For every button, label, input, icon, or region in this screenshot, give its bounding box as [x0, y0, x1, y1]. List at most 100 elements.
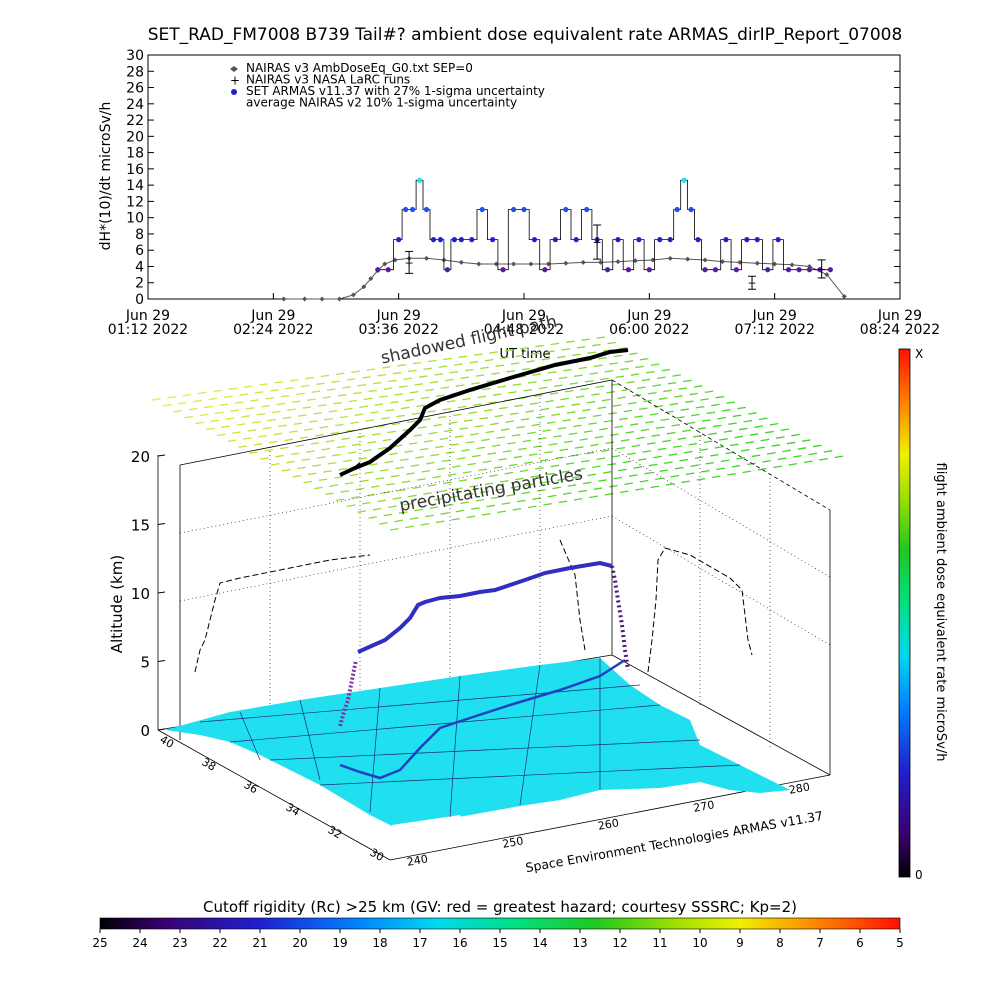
particle-dash: [634, 415, 643, 418]
particle-dash: [389, 452, 398, 456]
rigidity-tick-label: 6: [856, 936, 864, 950]
particle-dash: [243, 385, 253, 388]
particle-dash: [647, 442, 656, 445]
z-tick: [157, 454, 166, 457]
particle-dash: [308, 420, 318, 423]
particle-dash: [262, 426, 272, 430]
particle-dash: [454, 363, 463, 366]
particle-dash: [457, 405, 467, 409]
legend-label: NAIRAS v3 AmbDoseEq_G0.txt SEP=0: [246, 61, 473, 75]
particle-dash: [614, 425, 624, 429]
particle-dash: [473, 476, 483, 480]
particle-dash: [751, 454, 761, 458]
particle-dash: [285, 386, 294, 390]
particle-dash: [797, 447, 807, 450]
particle-dash: [527, 431, 536, 435]
particle-dash: [401, 480, 411, 484]
particle-dash: [505, 420, 514, 423]
particle-dash: [293, 422, 303, 425]
particle-dash: [730, 443, 739, 447]
particle-dash: [703, 440, 713, 444]
particle-dash: [594, 435, 604, 439]
particle-dash: [499, 406, 508, 410]
particle-dash: [151, 398, 161, 401]
particle-dash: [265, 396, 275, 400]
particle-dash: [731, 464, 741, 468]
particle-dash: [426, 461, 435, 465]
particle-dash: [438, 365, 448, 368]
particle-dash: [596, 457, 606, 461]
particle-dash: [551, 413, 560, 417]
particle-dash: [581, 338, 590, 341]
particle-dash: [436, 394, 445, 397]
particle-dash: [808, 452, 818, 456]
particle-dash: [502, 450, 512, 453]
longitude-tick-label: 250: [501, 834, 524, 850]
particle-dash: [608, 412, 617, 415]
particle-dash: [771, 444, 781, 447]
particle-dash: [578, 366, 588, 370]
rigidity-tick-label: 20: [292, 936, 307, 950]
armas-point: [695, 237, 701, 243]
particle-dash: [413, 434, 422, 437]
particle-dash: [491, 444, 501, 447]
particle-dash: [178, 401, 187, 405]
chart-title: SET_RAD_FM7008 B739 Tail#? ambient dose …: [148, 25, 903, 45]
particle-dash: [628, 474, 638, 477]
particle-dash: [762, 459, 772, 463]
particle-dash: [301, 458, 311, 462]
floor-right-edge: [611, 654, 831, 776]
particle-dash: [486, 379, 496, 383]
particle-dash: [754, 425, 763, 428]
particle-dash: [522, 439, 532, 443]
series-layer: + + + +: [281, 177, 847, 302]
particle-dash: [489, 474, 498, 477]
particle-dash: [714, 445, 724, 449]
particle-dash: [758, 417, 768, 421]
particle-dash: [458, 479, 468, 482]
x-tick-date: Jun 29: [125, 308, 170, 324]
particle-dash: [572, 475, 581, 479]
armas-point: [625, 267, 632, 273]
particle-dash: [565, 389, 574, 393]
particle-dash: [544, 450, 553, 454]
armas-point: [827, 267, 833, 273]
longitude-tick-label: 260: [597, 816, 620, 832]
particle-dash: [549, 392, 559, 395]
armas-point: [423, 206, 430, 213]
particle-dash: [399, 458, 409, 462]
particle-dash: [605, 441, 615, 445]
particle-dash: [685, 472, 695, 476]
particle-dash: [216, 433, 226, 437]
particle-dash: [587, 473, 597, 477]
rigidity-tick-label: 19: [332, 936, 347, 950]
particle-dash: [326, 388, 336, 391]
state-borders: [199, 658, 741, 818]
particle-dash: [411, 412, 421, 416]
particle-dash: [405, 525, 414, 529]
y-tick-label: 0: [135, 292, 144, 308]
particle-dash: [590, 443, 599, 447]
particle-dash: [575, 395, 585, 399]
particle-dash: [384, 460, 394, 464]
particle-dash: [573, 497, 583, 501]
particle-dash: [732, 414, 742, 418]
particle-dash: [456, 457, 466, 460]
particle-dash: [504, 349, 514, 352]
particle-dash: [344, 481, 354, 485]
particle-dash: [592, 414, 602, 418]
nairas-point: [368, 276, 374, 282]
z-tick: [157, 523, 166, 525]
particle-dash: [526, 483, 535, 486]
particle-dash: [677, 437, 687, 440]
particle-dash: [748, 412, 757, 415]
particle-dash: [327, 461, 337, 465]
particle-dash: [197, 391, 207, 395]
particle-dash: [648, 463, 658, 467]
particle-dash: [625, 431, 634, 434]
particle-dash: [627, 452, 636, 456]
nairas-point: [754, 260, 760, 266]
z-tick: [157, 591, 166, 594]
z-axis-ticks: 0 5 10 15 20: [131, 448, 166, 740]
